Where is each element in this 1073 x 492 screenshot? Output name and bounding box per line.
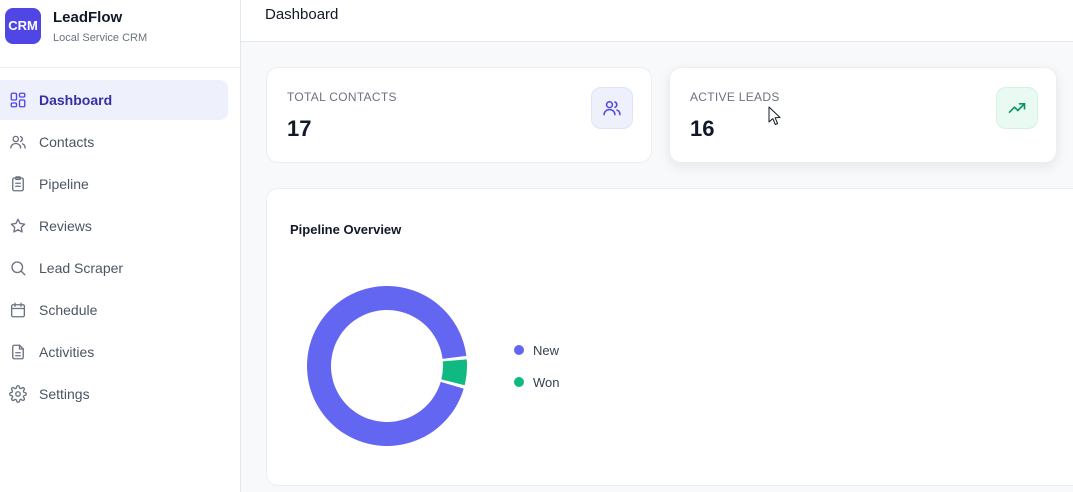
sidebar-item-schedule[interactable]: Schedule: [0, 290, 228, 330]
sidebar-item-label: Dashboard: [39, 92, 113, 108]
stat-value: 17: [287, 116, 312, 141]
sidebar-item-label: Lead Scraper: [39, 260, 124, 276]
page-title: Dashboard: [265, 6, 339, 23]
legend-item-new[interactable]: New: [514, 340, 560, 360]
document-icon: [9, 343, 27, 361]
calendar-icon: [9, 301, 27, 319]
brand-subtitle: Local Service CRM: [53, 32, 148, 44]
sidebar-item-label: Pipeline: [39, 176, 89, 192]
sidebar-nav: Dashboard Contacts Pipeline Reviews: [0, 80, 240, 416]
donut-slice-won[interactable]: [441, 359, 467, 386]
sidebar-item-pipeline[interactable]: Pipeline: [0, 164, 228, 204]
active-leads-card: ACTIVE LEADS 16: [669, 67, 1057, 163]
search-icon: [9, 259, 27, 277]
sidebar-item-dashboard[interactable]: Dashboard: [0, 80, 228, 120]
brand: CRM LeadFlow Local Service CRM: [0, 0, 240, 68]
pipeline-overview-card: Pipeline Overview New Won: [266, 188, 1073, 486]
clipboard-icon: [9, 175, 27, 193]
legend-dot: [514, 377, 524, 387]
legend-dot: [514, 345, 524, 355]
mouse-cursor-icon: [768, 106, 781, 125]
donut-slice-new[interactable]: [307, 286, 467, 447]
total-contacts-card: TOTAL CONTACTS 17: [266, 67, 652, 163]
sidebar-item-settings[interactable]: Settings: [0, 374, 228, 414]
sidebar-item-contacts[interactable]: Contacts: [0, 122, 228, 162]
stat-label: TOTAL CONTACTS: [287, 90, 397, 104]
top-header: Dashboard: [241, 0, 1073, 42]
dashboard-icon: [9, 91, 27, 109]
sidebar-item-activities[interactable]: Activities: [0, 332, 228, 372]
sidebar-item-label: Schedule: [39, 302, 98, 318]
stat-value: 16: [690, 116, 715, 141]
sidebar-item-label: Activities: [39, 344, 95, 360]
star-icon: [9, 217, 27, 235]
sidebar-item-lead-scraper[interactable]: Lead Scraper: [0, 248, 228, 288]
sidebar-item-reviews[interactable]: Reviews: [0, 206, 228, 246]
chart-legend: New Won: [514, 340, 560, 404]
users-icon: [9, 133, 27, 151]
sidebar-item-label: Settings: [39, 386, 90, 402]
sidebar-item-label: Contacts: [39, 134, 95, 150]
legend-label: New: [533, 342, 560, 358]
brand-name: LeadFlow: [53, 9, 123, 26]
pipeline-donut-chart: [307, 286, 467, 447]
pipeline-title: Pipeline Overview: [290, 222, 402, 237]
legend-item-won[interactable]: Won: [514, 372, 560, 392]
stat-label: ACTIVE LEADS: [690, 90, 780, 104]
trending-up-icon: [996, 87, 1038, 129]
sidebar: CRM LeadFlow Local Service CRM Dashboard…: [0, 0, 241, 492]
sidebar-item-label: Reviews: [39, 218, 92, 234]
brand-logo[interactable]: CRM: [5, 8, 41, 44]
legend-label: Won: [533, 374, 560, 390]
gear-icon: [9, 385, 27, 403]
users-icon: [591, 87, 633, 129]
